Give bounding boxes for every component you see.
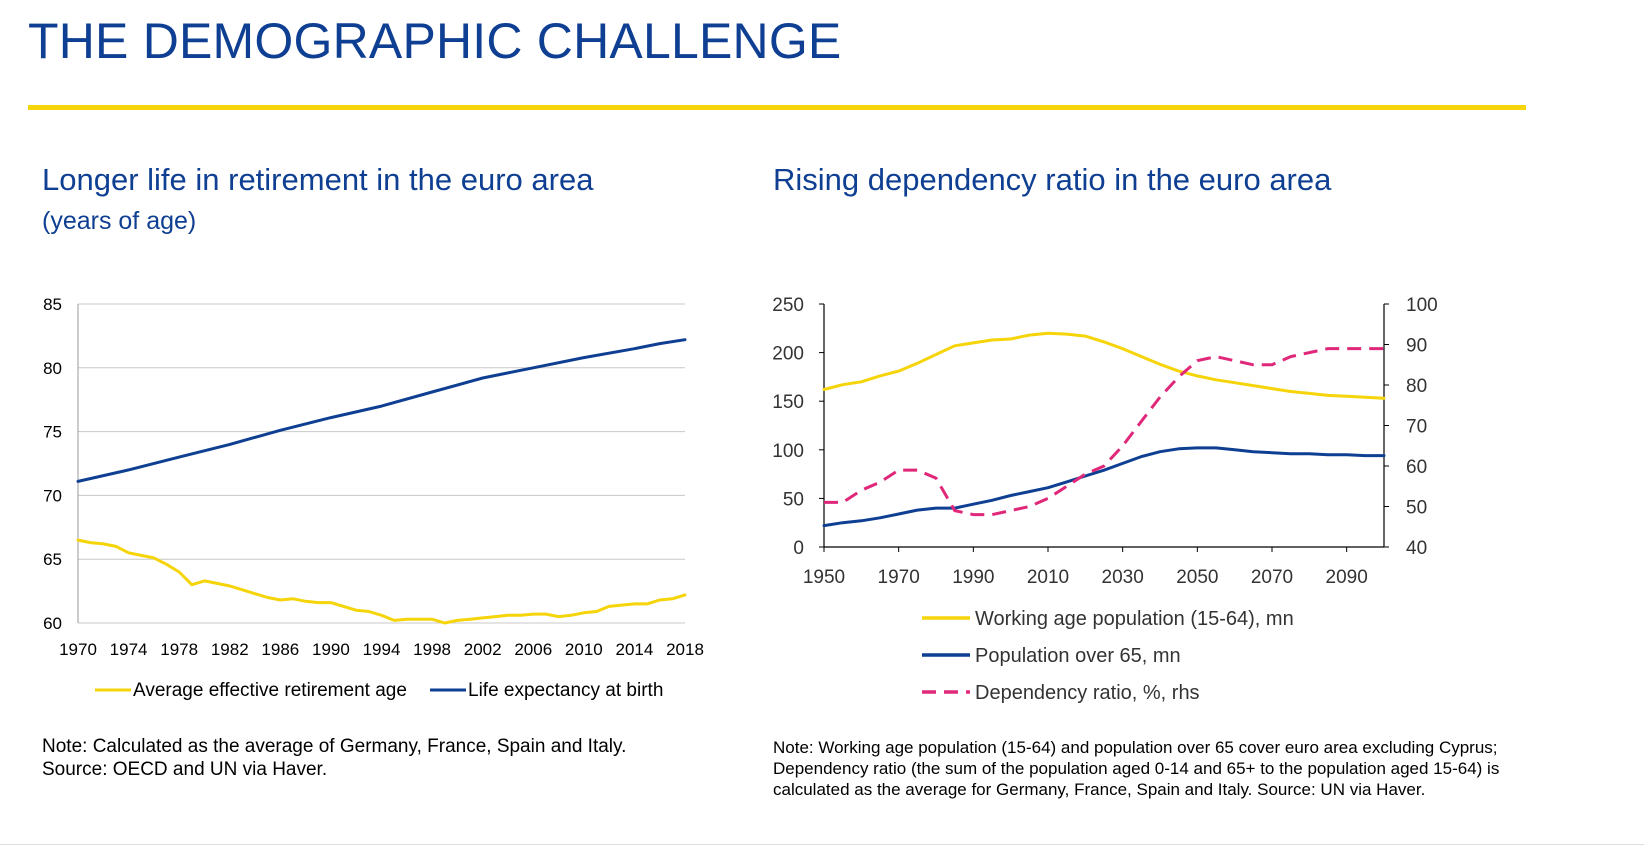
x-tick-label: 2050: [1176, 567, 1218, 588]
x-tick-label: 2014: [616, 640, 654, 659]
legend-label: Life expectancy at birth: [468, 680, 663, 701]
y-tick-label: 75: [43, 423, 62, 442]
y-tick-label: 80: [43, 359, 62, 378]
x-tick-label: 1994: [363, 640, 401, 659]
title-underline: [28, 105, 1526, 110]
x-tick-label: 2010: [1027, 567, 1069, 588]
life-expectancy-line: [76, 338, 687, 483]
legend-label: Working age population (15-64), mn: [975, 608, 1294, 630]
y-tick-label: 65: [43, 550, 62, 569]
dependency-ratio-line: [824, 347, 1384, 517]
x-tick-label: 1990: [952, 567, 994, 588]
x-tick-label: 2090: [1326, 567, 1368, 588]
y2-tick-label: 100: [1406, 295, 1438, 316]
left-note-line: Source: OECD and UN via Haver.: [42, 759, 328, 780]
right-chart-title: Rising dependency ratio in the euro area: [773, 162, 1332, 197]
y2-tick-label: 60: [1406, 457, 1427, 478]
y2-tick-label: 80: [1406, 376, 1427, 397]
x-tick-label: 1990: [312, 640, 350, 659]
legend-label: Average effective retirement age: [133, 680, 407, 701]
x-tick-label: 1950: [803, 567, 845, 588]
working-age-line: [822, 331, 1386, 400]
y-tick-label: 50: [783, 489, 804, 510]
x-tick-label: 2070: [1251, 567, 1293, 588]
y-tick-label: 250: [772, 295, 804, 316]
y2-tick-label: 70: [1406, 417, 1427, 438]
x-tick-label: 2002: [464, 640, 502, 659]
y-tick-label: 100: [772, 441, 804, 462]
x-tick-label: 1970: [878, 567, 920, 588]
right-note: Note: Working age population (15-64) and…: [773, 737, 1633, 800]
x-tick-label: 1982: [211, 640, 249, 659]
legend-label: Population over 65, mn: [975, 645, 1181, 667]
y-tick-label: 70: [43, 486, 62, 505]
x-tick-label: 2018: [666, 640, 704, 659]
y2-tick-label: 40: [1406, 538, 1427, 559]
footer-divider: [0, 844, 1644, 845]
y-tick-label: 60: [43, 614, 62, 633]
y-tick-label: 150: [772, 392, 804, 413]
y2-tick-label: 50: [1406, 498, 1427, 519]
y-tick-label: 0: [793, 538, 804, 559]
left-chart-title: Longer life in retirement in the euro ar…: [42, 162, 594, 197]
x-tick-label: 2006: [514, 640, 552, 659]
y2-tick-label: 90: [1406, 336, 1427, 357]
left-note: Note: Calculated as the average of Germa…: [42, 735, 626, 781]
y-tick-label: 85: [43, 295, 62, 314]
retirement-age-line: [76, 538, 687, 625]
right-note-line: Note: Working age population (15-64) and…: [773, 738, 1498, 757]
x-tick-label: 1986: [261, 640, 299, 659]
right-chart: 0 50 100 150 200 250 40 50 60 70 80 90 100 1950 1970 19…: [772, 295, 1438, 704]
page-title: THE DEMOGRAPHIC CHALLENGE: [28, 13, 842, 69]
y-tick-label: 200: [772, 344, 804, 365]
left-chart-subtitle: (years of age): [42, 207, 197, 235]
x-tick-label: 2010: [565, 640, 603, 659]
x-tick-label: 2030: [1102, 567, 1144, 588]
left-chart: 60 65 70 75 80 85 1970 1974 1978 1982 1986 1990 1994…: [43, 295, 704, 701]
population-over-65-line: [822, 446, 1386, 528]
right-note-line: Dependency ratio (the sum of the populat…: [773, 759, 1500, 778]
x-tick-label: 1978: [160, 640, 198, 659]
legend-label: Dependency ratio, %, rhs: [975, 682, 1200, 704]
left-note-line: Note: Calculated as the average of Germa…: [42, 736, 627, 757]
x-tick-label: 1998: [413, 640, 451, 659]
right-note-line: calculated as the average for Germany, F…: [773, 780, 1426, 799]
x-tick-label: 1970: [59, 640, 97, 659]
x-tick-label: 1974: [110, 640, 148, 659]
